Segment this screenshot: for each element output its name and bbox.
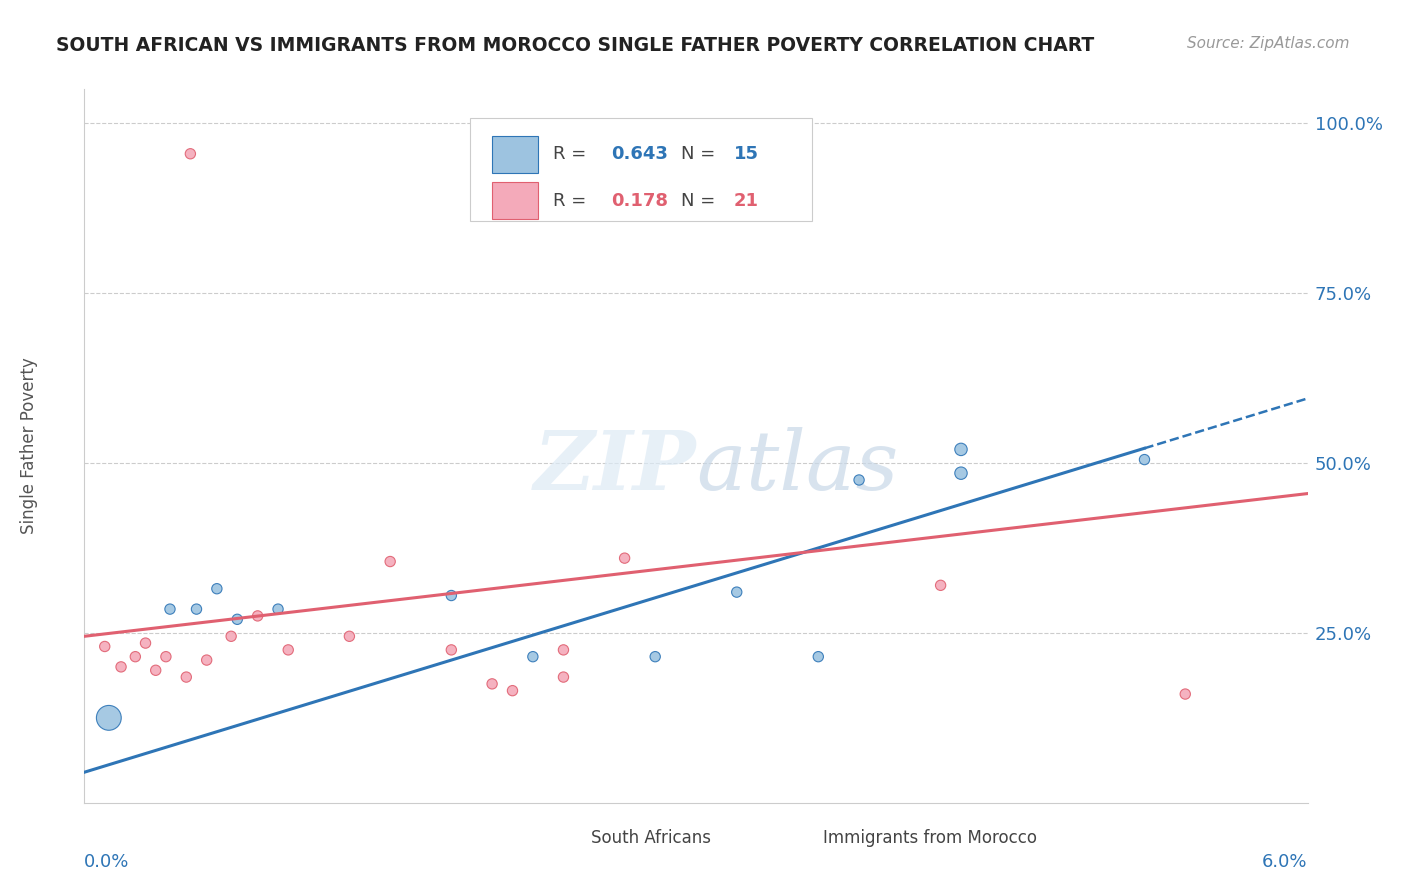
Text: 21: 21 [734, 192, 759, 210]
Point [1133, 452, 1156, 467]
Point [613, 551, 636, 566]
Point [440, 643, 463, 657]
Point [950, 442, 973, 457]
Text: 15: 15 [734, 145, 759, 163]
FancyBboxPatch shape [470, 118, 813, 221]
Text: R =: R = [553, 192, 592, 210]
Text: N =: N = [682, 192, 721, 210]
Point [950, 466, 973, 480]
Point [135, 636, 157, 650]
Point [226, 612, 249, 626]
Point [440, 589, 463, 603]
Text: SOUTH AFRICAN VS IMMIGRANTS FROM MOROCCO SINGLE FATHER POVERTY CORRELATION CHART: SOUTH AFRICAN VS IMMIGRANTS FROM MOROCCO… [56, 36, 1094, 54]
Point [97, 711, 120, 725]
Point [110, 660, 132, 674]
Point [267, 602, 290, 616]
Text: atlas: atlas [696, 427, 898, 508]
Text: South Africans: South Africans [591, 829, 711, 847]
Point [1174, 687, 1197, 701]
Text: Source: ZipAtlas.com: Source: ZipAtlas.com [1187, 36, 1350, 51]
Point [807, 649, 830, 664]
Point [93, 640, 117, 654]
Point [522, 649, 544, 664]
Point [848, 473, 870, 487]
Point [246, 608, 269, 623]
Point [186, 602, 208, 616]
FancyBboxPatch shape [492, 182, 538, 219]
Point [339, 629, 361, 643]
Text: 0.643: 0.643 [612, 145, 668, 163]
FancyBboxPatch shape [550, 826, 576, 849]
Point [195, 653, 218, 667]
Point [179, 146, 201, 161]
Point [277, 643, 299, 657]
Point [159, 602, 181, 616]
FancyBboxPatch shape [782, 826, 808, 849]
Point [380, 555, 402, 569]
Text: 6.0%: 6.0% [1263, 853, 1308, 871]
Point [553, 643, 575, 657]
Point [219, 629, 242, 643]
Text: Single Father Poverty: Single Father Poverty [20, 358, 38, 534]
Point [205, 582, 228, 596]
Text: ZIP: ZIP [533, 427, 696, 508]
Point [124, 649, 146, 664]
Point [725, 585, 748, 599]
Point [176, 670, 198, 684]
Text: R =: R = [553, 145, 592, 163]
Text: 0.178: 0.178 [612, 192, 669, 210]
Point [553, 670, 575, 684]
Point [644, 649, 666, 664]
FancyBboxPatch shape [492, 136, 538, 173]
Point [929, 578, 952, 592]
Point [481, 677, 503, 691]
Point [145, 663, 167, 677]
Text: N =: N = [682, 145, 721, 163]
Point [502, 683, 524, 698]
Text: 0.0%: 0.0% [84, 853, 129, 871]
Point [155, 649, 177, 664]
Text: Immigrants from Morocco: Immigrants from Morocco [823, 829, 1038, 847]
